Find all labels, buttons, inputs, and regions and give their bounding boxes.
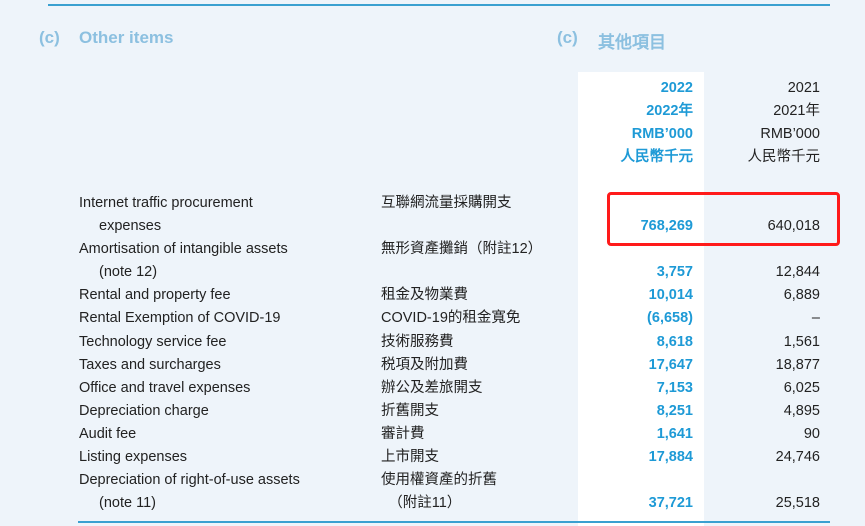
row-label-zh: 上市開支 bbox=[381, 446, 439, 469]
row-label-zh: 辦公及差旅開支 bbox=[381, 377, 483, 400]
value-2021: 12,844 bbox=[775, 264, 820, 281]
row-label-en-line: Amortisation of intangible assets bbox=[79, 241, 288, 258]
row-label-en-line: Office and travel expenses bbox=[79, 379, 251, 396]
table-row: Amortisation of intangible assets (note 1… bbox=[0, 238, 865, 284]
row-label-en-line: Listing expenses bbox=[79, 449, 188, 466]
top-rule bbox=[48, 4, 830, 6]
row-label-en: Rental and property fee bbox=[79, 284, 369, 307]
value-2022: 17,647 bbox=[648, 356, 693, 373]
row-label-zh-line: 上市開支 bbox=[381, 449, 439, 466]
row-label-en: Internet traffic procurement expenses bbox=[79, 192, 369, 238]
row-label-zh-line: （附註11） bbox=[381, 495, 462, 512]
row-label-zh-line: 無形資產攤銷（附註12） bbox=[381, 241, 543, 258]
row-label-zh-line: 折舊開支 bbox=[381, 402, 439, 419]
row-label-en-line: Rental and property fee bbox=[79, 287, 231, 304]
row-label-zh: 技術服務費 bbox=[381, 331, 454, 354]
section-title-en: Other items bbox=[79, 28, 174, 47]
row-label-en: Rental Exemption of COVID-19 bbox=[79, 307, 369, 330]
table-row: Listing expenses 上市開支 17,884 24,746 bbox=[0, 446, 865, 469]
value-2021: 25,518 bbox=[775, 495, 820, 512]
value-2021: – bbox=[811, 310, 820, 327]
value-2022: 8,251 bbox=[656, 402, 693, 419]
value-2021: 6,025 bbox=[783, 379, 820, 396]
row-label-en-line: Depreciation charge bbox=[79, 402, 209, 419]
row-label-en: Technology service fee bbox=[79, 331, 369, 354]
row-label-en-line: Taxes and surcharges bbox=[79, 356, 221, 373]
bottom-rule bbox=[78, 521, 830, 523]
row-label-en: Listing expenses bbox=[79, 446, 369, 469]
column-header-current: RMB’000 bbox=[631, 126, 693, 142]
value-2022: 768,269 bbox=[640, 218, 693, 235]
row-label-en: Amortisation of intangible assets (note 1… bbox=[79, 238, 369, 284]
table-row: Office and travel expenses 辦公及差旅開支 7,153 6,… bbox=[0, 377, 865, 400]
row-label-en-line: Depreciation of right-of-use assets bbox=[79, 472, 300, 489]
column-header-current: 人民幣千元 bbox=[620, 149, 694, 165]
row-label-zh: 租金及物業費 bbox=[381, 284, 468, 307]
row-label-zh-line: 審計費 bbox=[381, 425, 425, 442]
row-label-zh-line: 技術服務費 bbox=[381, 333, 454, 350]
column-header-prior: 2021年 bbox=[773, 103, 820, 119]
value-2022: 10,014 bbox=[648, 287, 693, 304]
value-2022: (6,658) bbox=[647, 310, 693, 327]
value-2021: 18,877 bbox=[775, 356, 820, 373]
items-table: Internet traffic procurement expenses 互聯網流… bbox=[0, 192, 865, 515]
column-header-prior: RMB’000 bbox=[760, 126, 820, 142]
value-2022: 3,757 bbox=[656, 264, 693, 281]
row-label-zh-line: 租金及物業費 bbox=[381, 287, 468, 304]
row-label-en: Depreciation of right-of-use assets (note… bbox=[79, 469, 369, 515]
value-2021: 90 bbox=[803, 425, 820, 442]
column-header-prior: 人民幣千元 bbox=[747, 149, 821, 165]
value-2022: 17,884 bbox=[648, 449, 693, 466]
row-label-zh-line: 使用權資產的折舊 bbox=[381, 472, 497, 489]
column-header-prior: 2021 bbox=[787, 80, 820, 96]
row-label-zh-line: 税項及附加費 bbox=[381, 356, 468, 373]
row-label-zh: 使用權資產的折舊 （附註11） bbox=[381, 469, 497, 515]
row-label-zh-line: COVID-19的租金寬免 bbox=[381, 310, 521, 327]
section-label-zh: (c) bbox=[557, 28, 578, 47]
value-2022: 37,721 bbox=[648, 495, 693, 512]
row-label-en: Office and travel expenses bbox=[79, 377, 369, 400]
row-label-en-line: (note 12) bbox=[99, 264, 158, 281]
table-row: Audit fee 審計費 1,641 90 bbox=[0, 423, 865, 446]
value-2022: 8,618 bbox=[656, 333, 693, 350]
value-2021: 24,746 bbox=[775, 449, 820, 466]
value-2022: 1,641 bbox=[656, 425, 693, 442]
table-row: Taxes and surcharges 税項及附加費 17,647 18,877 bbox=[0, 354, 865, 377]
value-2021: 1,561 bbox=[783, 333, 820, 350]
table-row: Rental Exemption of COVID-19 COVID-19的租金寬… bbox=[0, 307, 865, 330]
row-label-en-line: expenses bbox=[99, 218, 162, 235]
row-label-en: Taxes and surcharges bbox=[79, 354, 369, 377]
row-label-en-line: (note 11) bbox=[99, 495, 156, 512]
row-label-zh: 審計費 bbox=[381, 423, 425, 446]
column-header-current: 2022 bbox=[660, 80, 693, 96]
table-row: Internet traffic procurement expenses 互聯網流… bbox=[0, 192, 865, 238]
table-row: Depreciation charge 折舊開支 8,251 4,895 bbox=[0, 400, 865, 423]
row-label-en-line: Rental Exemption of COVID-19 bbox=[79, 310, 281, 327]
row-label-en: Depreciation charge bbox=[79, 400, 369, 423]
value-2021: 6,889 bbox=[783, 287, 820, 304]
row-label-zh-line: 互聯網流量採購開支 bbox=[381, 195, 512, 211]
table-row: Technology service fee 技術服務費 8,618 1,561 bbox=[0, 331, 865, 354]
row-label-en-line: Internet traffic procurement bbox=[79, 195, 253, 211]
row-label-zh: 互聯網流量採購開支 bbox=[381, 192, 512, 215]
highlight-box bbox=[607, 192, 840, 246]
row-label-en-line: Audit fee bbox=[79, 425, 137, 442]
row-label-zh: COVID-19的租金寬免 bbox=[381, 307, 520, 330]
value-2021: 640,018 bbox=[767, 218, 820, 235]
row-label-zh: 税項及附加費 bbox=[381, 354, 468, 377]
section-label-en: (c) bbox=[39, 28, 60, 47]
row-label-en-line: Technology service fee bbox=[79, 333, 227, 350]
row-label-en: Audit fee bbox=[79, 423, 369, 446]
table-row: Depreciation of right-of-use assets (note… bbox=[0, 469, 865, 515]
section-title-zh: 其他項目 bbox=[598, 33, 666, 52]
current-year-column-bg bbox=[578, 72, 704, 526]
column-header-current: 2022年 bbox=[646, 103, 693, 119]
row-label-zh: 無形資產攤銷（附註12） bbox=[381, 238, 542, 261]
row-label-zh-line: 辦公及差旅開支 bbox=[381, 379, 483, 396]
row-label-zh: 折舊開支 bbox=[381, 400, 439, 423]
value-2022: 7,153 bbox=[656, 379, 693, 396]
table-row: Rental and property fee 租金及物業費 10,014 6,889 bbox=[0, 284, 865, 307]
value-2021: 4,895 bbox=[783, 402, 820, 419]
